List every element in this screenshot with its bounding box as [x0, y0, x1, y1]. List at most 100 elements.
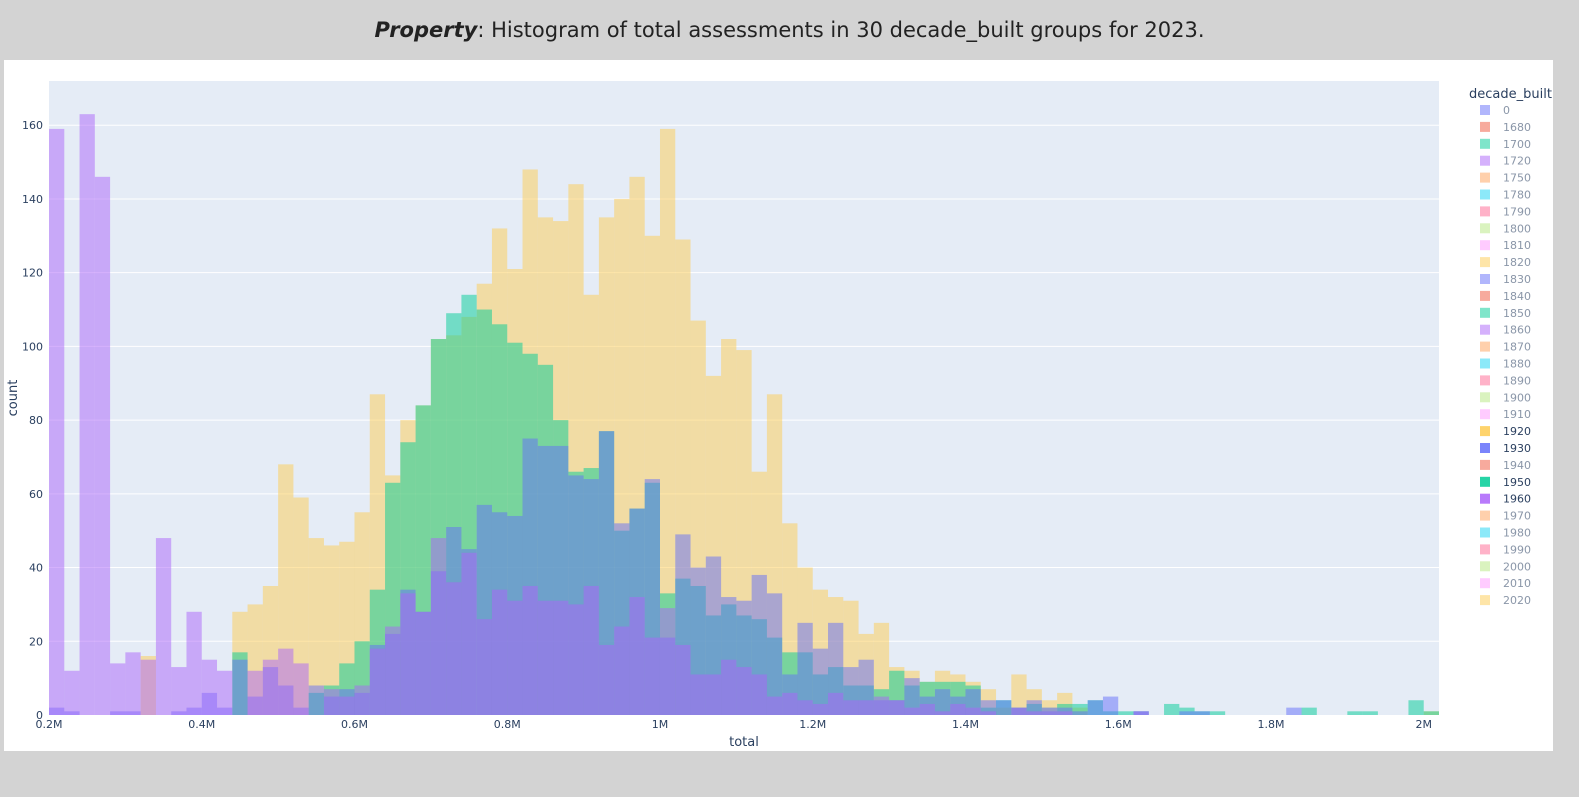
legend-swatch[interactable] — [1480, 240, 1490, 251]
chart-panel: 0 20 40 60 80 100 120 140 160 0.2M 0.4M 0.6M 0.8M 1M 1… — [4, 60, 1553, 751]
legend-swatch[interactable] — [1480, 426, 1490, 437]
bar-1960 — [934, 711, 951, 715]
axes-layer: 0 20 40 60 80 100 120 140 160 0.2M 0.4M 0.6M 0.8M 1M 1… — [22, 119, 1432, 731]
legend-item-label[interactable]: 1950 — [1503, 476, 1531, 489]
chart-title-rest: : Histogram of total assessments in 30 d… — [477, 18, 1205, 42]
legend-item-label[interactable]: 1970 — [1503, 510, 1531, 523]
bar-1930 — [308, 685, 324, 715]
legend-swatch[interactable] — [1480, 257, 1490, 268]
legend-swatch[interactable] — [1480, 443, 1490, 453]
legend-swatch[interactable] — [1480, 578, 1490, 589]
x-tick-label: 2M — [1415, 718, 1432, 731]
bar-1960 — [614, 626, 630, 715]
bar-1960 — [766, 696, 783, 715]
legend-swatch[interactable] — [1480, 138, 1490, 149]
bar-1960 — [675, 644, 691, 715]
bar-1960 — [110, 663, 126, 715]
legend-item-label[interactable]: 1960 — [1503, 493, 1531, 506]
bar-1960 — [278, 648, 294, 715]
legend-swatch[interactable] — [1480, 324, 1490, 335]
bar-1960 — [339, 696, 355, 715]
legend-swatch[interactable] — [1480, 358, 1490, 369]
legend-swatch[interactable] — [1480, 307, 1490, 318]
legend-item-label[interactable]: 1990 — [1503, 543, 1531, 556]
legend-item-label[interactable]: 1850 — [1503, 307, 1531, 320]
legend-swatch[interactable] — [1480, 561, 1490, 572]
bar-1960 — [64, 670, 80, 715]
legend-swatch[interactable] — [1480, 155, 1490, 166]
legend-item-label[interactable]: 1800 — [1503, 222, 1531, 235]
legend-swatch[interactable] — [1480, 493, 1490, 504]
legend-swatch[interactable] — [1480, 121, 1490, 132]
legend-item-label[interactable]: 1920 — [1503, 425, 1531, 438]
y-tick-label: 0 — [36, 709, 43, 722]
x-axis-label: total — [729, 735, 759, 750]
legend-swatch[interactable] — [1480, 172, 1490, 183]
y-tick-label: 40 — [29, 562, 43, 575]
legend-swatch[interactable] — [1480, 476, 1490, 487]
legend-swatch[interactable] — [1480, 375, 1490, 386]
legend-item-label[interactable]: 2010 — [1503, 577, 1531, 590]
legend-item-label[interactable]: 1860 — [1503, 324, 1531, 337]
legend-swatch[interactable] — [1480, 223, 1490, 234]
chart-title-bold: Property — [374, 18, 478, 42]
bar-1950 — [1164, 703, 1180, 715]
legend-item-label[interactable]: 1790 — [1503, 205, 1531, 218]
bar-1960 — [812, 703, 829, 715]
legend-swatch[interactable] — [1480, 527, 1490, 538]
legend-item-label[interactable]: 1940 — [1503, 459, 1531, 472]
legend-item-label[interactable]: 1870 — [1503, 341, 1531, 354]
bar-1950 — [1072, 703, 1088, 715]
bar-1960 — [369, 648, 386, 715]
legend-swatch[interactable] — [1480, 290, 1490, 301]
legend-swatch[interactable] — [1480, 510, 1490, 521]
legend-item-label[interactable]: 1930 — [1503, 442, 1531, 455]
legend-item-label[interactable]: 1680 — [1503, 121, 1531, 134]
bar-1950 — [1301, 707, 1317, 715]
bar-1960 — [659, 608, 676, 715]
bar-1960 — [690, 674, 706, 715]
bar-1930 — [1102, 696, 1119, 715]
legend-item-label[interactable]: 1820 — [1503, 256, 1531, 269]
legend-swatch[interactable] — [1480, 459, 1490, 470]
bar-1960 — [171, 667, 187, 715]
legend-item-label[interactable]: 1720 — [1503, 155, 1531, 168]
legend-swatch[interactable] — [1480, 274, 1490, 284]
legend-item-label[interactable]: 1830 — [1503, 273, 1531, 286]
legend-swatch[interactable] — [1480, 206, 1490, 217]
legend-swatch[interactable] — [1480, 595, 1490, 606]
x-tick-label: 0.6M — [341, 718, 368, 731]
legend-item-label[interactable]: 1750 — [1503, 172, 1531, 185]
legend-item-label[interactable]: 1890 — [1503, 374, 1531, 387]
legend-swatch[interactable] — [1480, 409, 1490, 420]
bar-1930 — [996, 700, 1012, 715]
y-tick-label: 160 — [22, 119, 43, 132]
legend-swatch[interactable] — [1480, 105, 1490, 115]
legend-item-label[interactable]: 1900 — [1503, 391, 1531, 404]
bar-1960 — [217, 670, 233, 715]
legend-item-label[interactable]: 1810 — [1503, 239, 1531, 252]
legend-item-label[interactable]: 2020 — [1503, 594, 1531, 607]
bar-1960 — [94, 176, 111, 715]
legend-item-label[interactable]: 1910 — [1503, 408, 1531, 421]
legend-swatch[interactable] — [1480, 544, 1490, 555]
legend-swatch[interactable] — [1480, 341, 1490, 352]
bar-1960 — [797, 700, 813, 715]
legend-item-label[interactable]: 1880 — [1503, 358, 1531, 371]
legend-item-label[interactable]: 0 — [1503, 104, 1510, 117]
histogram-chart: 0 20 40 60 80 100 120 140 160 0.2M 0.4M 0.6M 0.8M 1M 1… — [6, 81, 1552, 750]
legend-item-label[interactable]: 1840 — [1503, 290, 1531, 303]
legend-item-label[interactable]: 2000 — [1503, 560, 1531, 573]
bar-1960 — [79, 114, 95, 715]
legend-item-label[interactable]: 1700 — [1503, 138, 1531, 151]
bar-1960 — [491, 589, 508, 715]
bar-1960 — [553, 600, 569, 715]
legend-swatch[interactable] — [1480, 392, 1490, 403]
bar-1930 — [766, 593, 783, 715]
legend-item-label[interactable]: 1780 — [1503, 189, 1531, 202]
y-tick-label: 60 — [29, 488, 43, 501]
bar-1930 — [232, 659, 248, 715]
legend-swatch[interactable] — [1480, 189, 1490, 200]
legend-item-label[interactable]: 1980 — [1503, 527, 1531, 540]
bar-1960 — [644, 637, 660, 715]
